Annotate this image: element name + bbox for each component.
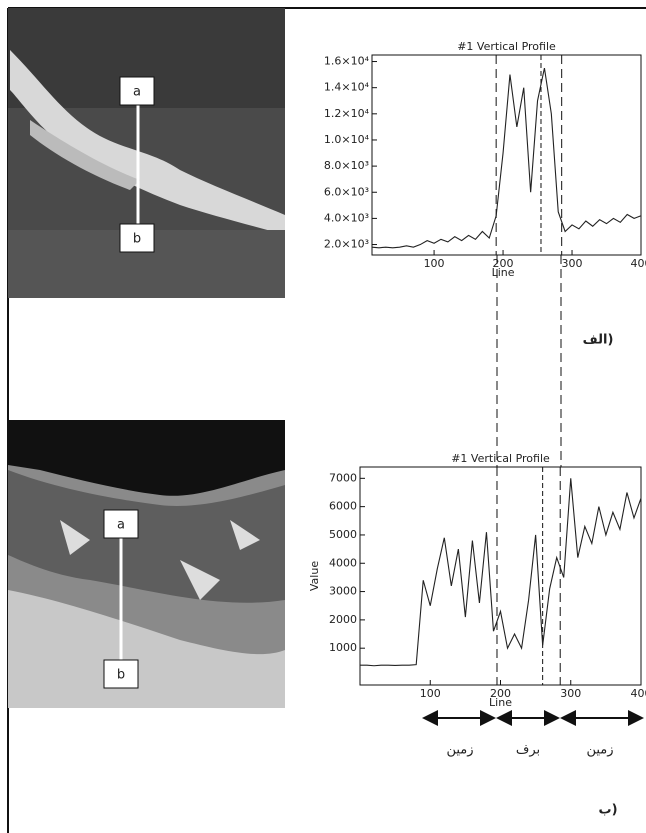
x-tick-label: 400 [631, 687, 646, 700]
satellite-image [8, 8, 285, 298]
chart-title: #1 Vertical Profile [457, 40, 556, 53]
y-tick-label: 2.0×10³ [324, 238, 369, 251]
x-tick-label: 100 [420, 687, 441, 700]
data-line [371, 67, 642, 249]
zone-label: زمین [446, 743, 473, 758]
zone-label: زمین [586, 743, 613, 758]
zone-label: برف [516, 743, 540, 758]
panel-label: الف) [583, 333, 614, 348]
label-box [103, 509, 139, 539]
x-tick-label: 300 [560, 687, 581, 700]
y-tick-label: 8.0×10³ [324, 159, 369, 172]
y-tick-label: 3000 [329, 585, 357, 598]
y-tick-label: 1.0×10⁴ [324, 133, 370, 146]
y-tick-label: 1.2×10⁴ [324, 107, 370, 120]
x-axis-label: Line [489, 696, 512, 709]
x-tick-label: 200 [493, 257, 514, 270]
x-tick-label: 100 [424, 257, 445, 270]
x-tick-label: 200 [490, 687, 511, 700]
y-tick-label: 1000 [329, 641, 357, 654]
data-line [360, 478, 642, 667]
point-label: b [133, 232, 141, 247]
y-tick-label: 6000 [329, 500, 357, 513]
plot-frame [371, 54, 642, 256]
y-tick-label: 2000 [329, 613, 357, 626]
y-tick-label: 4000 [329, 556, 357, 569]
y-axis-label: Value [308, 561, 321, 591]
y-tick-label: 5000 [329, 528, 357, 541]
x-tick-label: 400 [631, 257, 646, 270]
label-box [103, 659, 139, 689]
point-label: b [117, 668, 125, 683]
y-tick-label: 4.0×10³ [324, 211, 369, 224]
panel-label: ب) [598, 803, 617, 818]
y-tick-label: 7000 [329, 471, 357, 484]
y-tick-label: 1.6×10⁴ [324, 55, 370, 68]
satellite-image [8, 420, 285, 708]
y-tick-label: 6.0×10³ [324, 185, 369, 198]
point-label: a [133, 85, 141, 100]
chart-title: #1 Vertical Profile [451, 452, 550, 465]
point-label: a [117, 518, 125, 533]
y-tick-label: 1.4×10⁴ [324, 81, 370, 94]
x-tick-label: 300 [562, 257, 583, 270]
x-axis-label: Line [492, 266, 515, 279]
plot-frame [359, 466, 642, 686]
label-box [119, 223, 155, 253]
label-box [119, 76, 155, 106]
